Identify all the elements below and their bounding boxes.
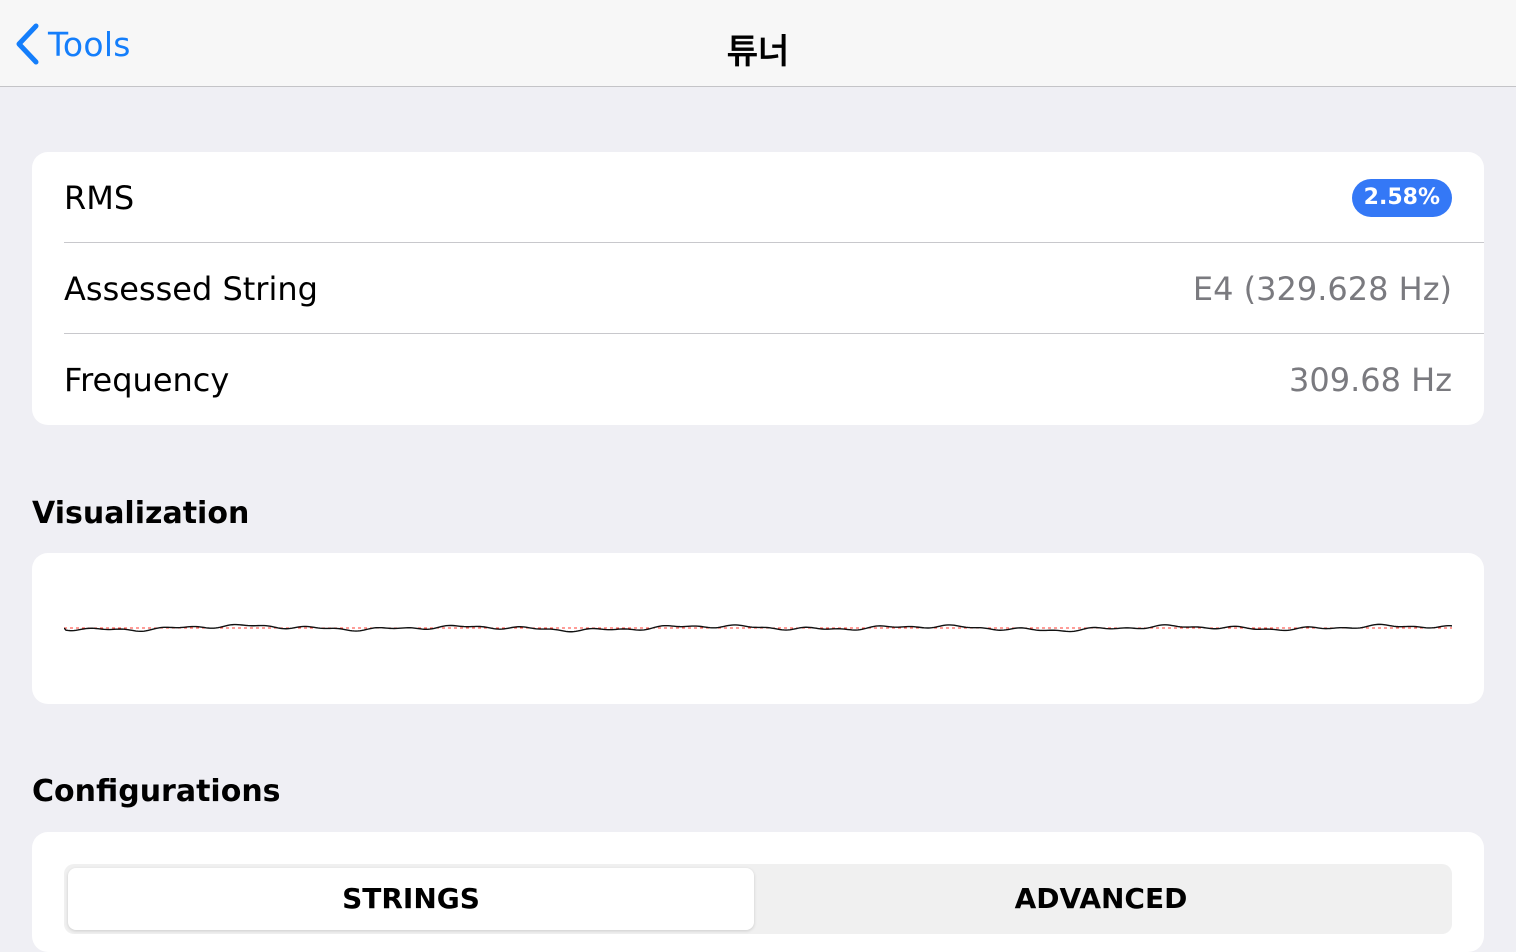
rms-label: RMS [64,178,135,217]
chevron-left-icon [14,22,40,66]
waveform-plot [64,623,1452,633]
assessed-string-row: Assessed String E4 (329.628 Hz) [64,243,1452,334]
configurations-card: STRINGS ADVANCED [32,832,1484,952]
frequency-value: 309.68 Hz [1289,360,1452,399]
assessed-string-value: E4 (329.628 Hz) [1192,269,1452,308]
waveform-line [64,623,1452,633]
divider [64,242,1484,243]
tab-advanced[interactable]: ADVANCED [1014,882,1188,915]
rms-badge: 2.58% [1351,178,1452,217]
assessed-string-label: Assessed String [64,269,318,308]
visualization-card [32,553,1484,704]
back-button[interactable]: Tools [14,22,131,66]
frequency-row: Frequency 309.68 Hz [64,334,1452,425]
frequency-label: Frequency [64,360,230,399]
divider [64,333,1484,334]
configurations-section-title: Configurations [32,774,281,809]
configurations-segmented-control: STRINGS ADVANCED [64,864,1452,934]
rms-row: RMS 2.58% [64,152,1452,243]
visualization-section-title: Visualization [32,496,250,531]
tuner-info-card: RMS 2.58% Assessed String E4 (329.628 Hz… [32,152,1484,425]
navigation-bar: Tools 튜너 [0,0,1516,87]
page-title: 튜너 [726,32,790,72]
back-button-label: Tools [48,24,131,64]
tab-strings[interactable]: STRINGS [68,868,754,930]
